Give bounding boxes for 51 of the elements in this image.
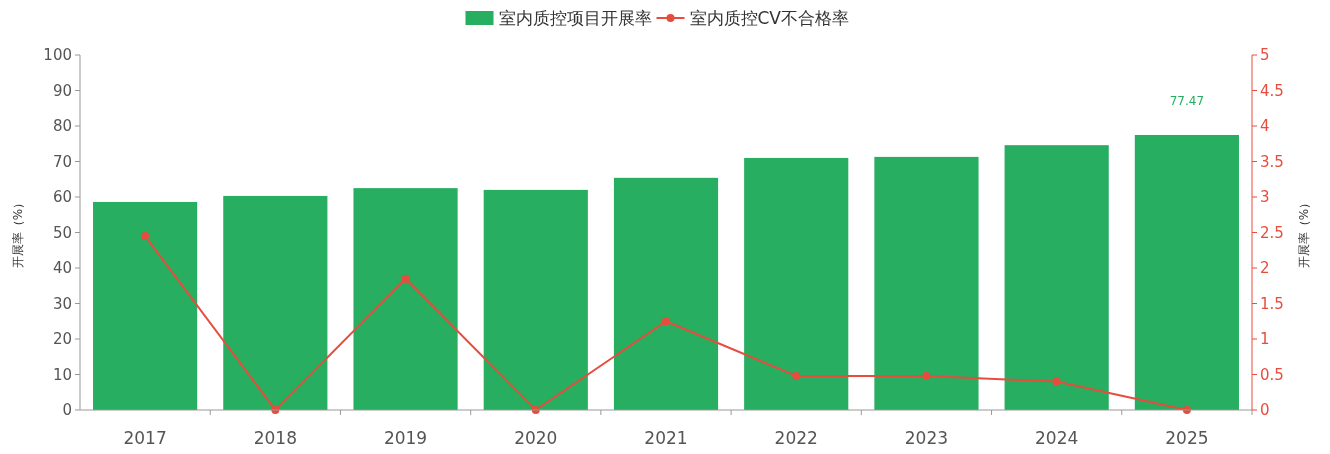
y2-tick-label: 1 [1260,330,1270,349]
bar [613,177,719,410]
x-tick-label: 2023 [904,428,949,448]
x-tick-label: 2017 [123,428,167,448]
x-tick-label: 2020 [514,428,558,448]
x-tick-label: 2021 [644,428,688,448]
bar [744,157,849,410]
x-tick-label: 2022 [774,428,818,448]
bar [1004,145,1109,410]
point [1052,377,1061,386]
legend-label: 室内质控CV不合格率 [689,7,849,28]
x-tick-label: 2018 [253,428,297,448]
y2-tick-label: 2.5 [1260,223,1284,242]
y2-tick-label: 0.5 [1260,365,1284,384]
y2-tick-label: 5 [1260,46,1270,65]
bar [223,195,328,410]
y2-tick-label: 0 [1260,401,1270,420]
x-tick-label: 2024 [1035,428,1079,448]
y-tick-label: 100 [43,46,72,65]
y-tick-label: 70 [52,152,72,171]
y-axis-title: 开展率（%） [11,196,25,269]
point [792,371,801,380]
y2-tick-label: 4 [1260,117,1270,136]
y-tick-label: 80 [52,117,72,136]
data-label: 77.47 [1169,93,1205,108]
x-tick-label: 2019 [383,428,428,448]
bar [93,201,198,410]
point [922,371,931,380]
y-tick-label: 40 [52,259,72,278]
y-tick-label: 90 [52,81,72,100]
y-tick-label: 50 [52,223,72,242]
y2-tick-label: 3 [1260,188,1270,207]
bar [874,156,979,410]
bar [1134,134,1239,410]
x-tick-label: 2025 [1165,428,1209,448]
y2-tick-label: 2 [1260,259,1270,278]
y-tick-label: 20 [52,330,72,349]
y2-tick-label: 4.5 [1260,81,1284,100]
point [141,232,150,241]
bar [353,188,458,410]
point [662,317,670,326]
y-tick-label: 0 [62,401,72,420]
bar [483,189,588,410]
y-tick-label: 60 [52,188,72,207]
y2-axis-title: 开展率（%） [1297,196,1311,269]
y-tick-label: 10 [52,365,72,384]
y-tick-label: 30 [52,294,72,313]
y2-tick-label: 3.5 [1260,152,1284,171]
y2-tick-label: 1.5 [1260,294,1284,313]
point [401,274,410,283]
legend-label: 室内质控项目开展率 [498,7,652,28]
